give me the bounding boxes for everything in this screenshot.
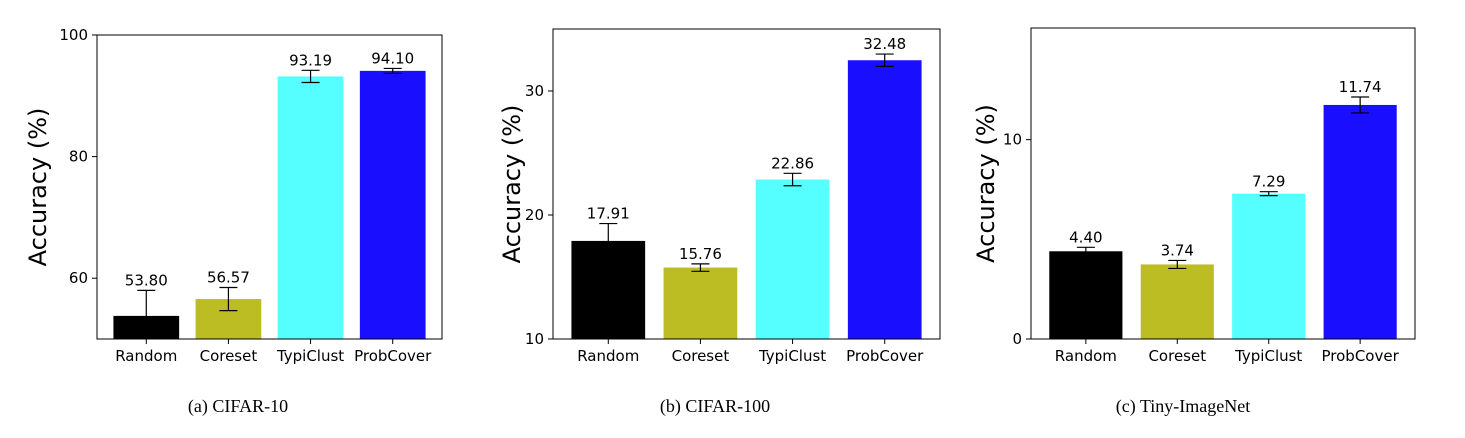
data-label-random: 4.40 (1069, 228, 1102, 246)
data-label-coreset: 56.57 (207, 269, 250, 287)
chart-panel-1: 53.80 56.57 93.19 94.10 60 80 100 Random Coreset… (24, 26, 443, 417)
x-tick-label-random: Random (577, 347, 639, 365)
x-tick-label-random: Random (1055, 347, 1117, 365)
data-label-random: 17.91 (587, 205, 630, 223)
bar-probcover (359, 70, 426, 339)
x-tick-label-probcover: ProbCover (846, 347, 924, 365)
data-label-probcover: 94.10 (371, 49, 414, 67)
x-tick-label-probcover: ProbCover (1322, 347, 1400, 365)
x-tick-label-coreset: Coreset (672, 347, 730, 365)
bar-probcover (847, 60, 922, 340)
bar-typiclust (755, 179, 830, 339)
chart-panel-2: 17.91 15.76 22.86 32.48 10 20 30 Random Coreset T… (498, 28, 941, 417)
x-tick-label-coreset: Coreset (200, 347, 258, 365)
data-label-coreset: 15.76 (679, 245, 722, 263)
panel-caption: (c) Tiny-ImageNet (1116, 396, 1250, 417)
y-tick-label: 60 (69, 269, 88, 287)
y-tick-label: 10 (1003, 131, 1022, 149)
data-label-typiclust: 7.29 (1252, 173, 1285, 191)
chart-panel-3: 4.40 3.74 7.29 11.74 0 10 Random Coreset TypiClu… (972, 27, 1416, 417)
bar-probcover (1323, 104, 1397, 339)
bar-typiclust (277, 76, 344, 340)
y-tick-label: 80 (69, 148, 88, 166)
y-axis-title: Accuracy (%) (972, 104, 1000, 263)
data-label-random: 53.80 (125, 271, 168, 289)
x-tick-label-probcover: ProbCover (354, 347, 432, 365)
bar-coreset (663, 267, 738, 339)
data-label-probcover: 32.48 (863, 35, 906, 53)
axes-frame (552, 28, 941, 340)
data-label-typiclust: 93.19 (289, 51, 332, 69)
x-tick-label-random: Random (115, 347, 177, 365)
x-tick-label-typiclust: TypiClust (758, 347, 826, 365)
data-label-typiclust: 22.86 (771, 154, 814, 172)
panel-caption: (a) CIFAR-10 (188, 396, 288, 417)
x-tick-label-typiclust: TypiClust (276, 347, 344, 365)
bar-random (1049, 251, 1123, 339)
y-tick-label: 10 (525, 330, 544, 348)
axes-frame (96, 34, 443, 340)
y-tick-label: 30 (525, 82, 544, 100)
axes-frame (1030, 27, 1416, 340)
x-tick-label-coreset: Coreset (1148, 347, 1206, 365)
y-tick-label: 100 (59, 26, 88, 44)
y-axis-title: Accuracy (%) (24, 108, 52, 267)
panel-caption: (b) CIFAR-100 (660, 396, 770, 417)
y-tick-label: 20 (525, 206, 544, 224)
bar-typiclust (1232, 193, 1306, 339)
y-axis-title: Accuracy (%) (498, 105, 526, 264)
data-label-probcover: 11.74 (1339, 78, 1382, 96)
y-tick-label: 0 (1012, 330, 1022, 348)
data-label-coreset: 3.74 (1161, 241, 1194, 259)
x-tick-label-typiclust: TypiClust (1234, 347, 1302, 365)
bar-coreset (1140, 264, 1214, 339)
